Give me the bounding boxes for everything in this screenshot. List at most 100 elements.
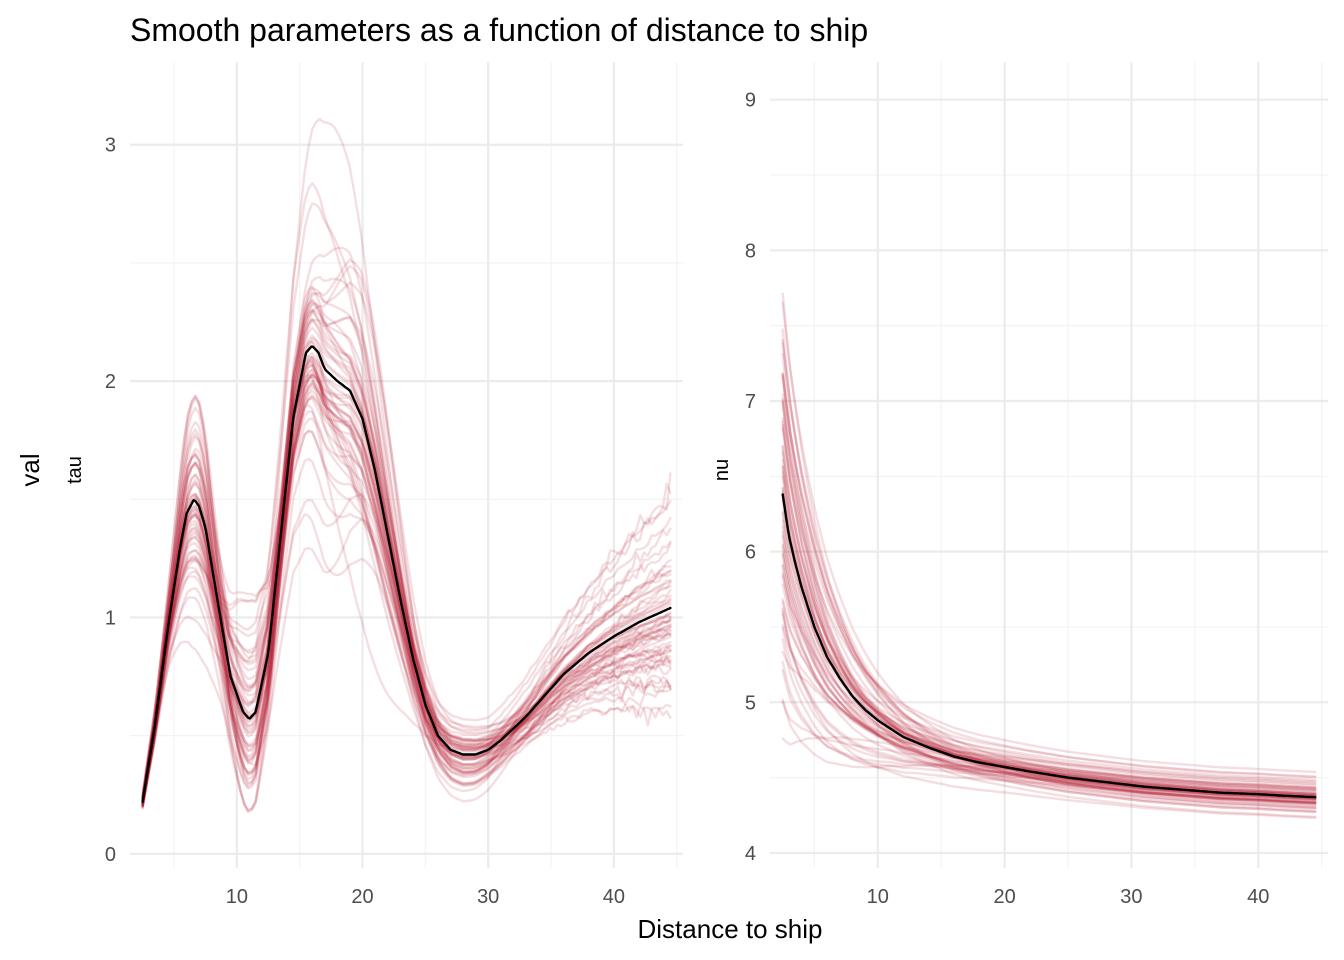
posterior-draw-line xyxy=(781,499,1317,786)
posterior-draw-line xyxy=(141,403,672,805)
posterior-draw-line xyxy=(781,600,1317,805)
posterior-draw-line xyxy=(141,361,672,803)
x-tick-label: 10 xyxy=(867,886,889,908)
posterior-draw-line xyxy=(141,417,672,809)
y-tick-label: 8 xyxy=(745,240,756,262)
panel-tau-y-tick-labels: 0 1 2 3 xyxy=(105,135,116,866)
posterior-draw-line xyxy=(141,429,672,808)
posterior-draw-line xyxy=(781,465,1317,814)
posterior-draw-line xyxy=(141,117,672,798)
posterior-draw-line xyxy=(781,553,1317,803)
posterior-draw-line xyxy=(781,661,1317,801)
posterior-draw-line xyxy=(781,487,1317,782)
panel-tau-grid xyxy=(130,62,683,868)
posterior-draw-line xyxy=(781,736,1317,796)
posterior-draw-line xyxy=(141,258,672,802)
panel-nu-y-axis-title: nu xyxy=(711,459,733,481)
posterior-draw-line xyxy=(781,650,1317,810)
posterior-draw-line xyxy=(141,265,672,804)
mean-curve-line xyxy=(781,493,1317,799)
x-tick-label: 30 xyxy=(477,886,499,908)
panel-tau-x-tick-labels: 10 20 30 40 xyxy=(226,886,625,908)
posterior-draw-line xyxy=(781,372,1317,809)
posterior-draw-line xyxy=(781,493,1317,818)
posterior-draw-line xyxy=(141,368,672,805)
posterior-draw-line xyxy=(141,182,672,800)
posterior-draw-line xyxy=(141,363,672,802)
y-tick-label: 3 xyxy=(105,135,116,157)
posterior-draw-line xyxy=(141,202,672,800)
posterior-draw-line xyxy=(141,275,672,803)
posterior-draw-line xyxy=(781,328,1317,784)
posterior-draw-line xyxy=(781,563,1317,805)
posterior-draw-line xyxy=(141,379,672,807)
posterior-draw-line xyxy=(781,451,1317,804)
panel-nu-x-tick-labels: 10 20 30 40 xyxy=(867,886,1270,908)
posterior-draw-line xyxy=(141,397,672,806)
posterior-draw-line xyxy=(781,393,1317,779)
posterior-draw-line xyxy=(141,310,672,799)
posterior-draw-line xyxy=(141,363,672,804)
posterior-draw-line xyxy=(781,607,1317,819)
posterior-draw-line xyxy=(781,445,1317,801)
posterior-draw-line xyxy=(781,375,1317,801)
posterior-draw-line xyxy=(781,638,1317,803)
posterior-draw-line xyxy=(781,543,1317,804)
panel-tau: 10 20 30 40 0 1 2 3 tau xyxy=(64,62,683,908)
y-tick-label: 6 xyxy=(745,542,756,564)
posterior-draw-line xyxy=(781,486,1317,790)
posterior-draw-line xyxy=(141,358,672,801)
posterior-draw-line xyxy=(141,355,672,799)
y-axis-title: val xyxy=(15,453,45,486)
posterior-draw-line xyxy=(141,355,672,805)
posterior-draw-line xyxy=(141,472,672,807)
posterior-draw-line xyxy=(781,545,1317,792)
posterior-draw-line xyxy=(141,382,672,807)
panel-nu-grid xyxy=(770,62,1328,868)
x-tick-label: 20 xyxy=(351,886,373,908)
posterior-draw-line xyxy=(781,338,1317,805)
posterior-draw-line xyxy=(141,285,672,796)
posterior-draw-line xyxy=(141,513,672,810)
posterior-draw-line xyxy=(141,373,672,807)
posterior-draw-line xyxy=(141,308,672,796)
posterior-draw-line xyxy=(141,394,672,804)
posterior-draw-line xyxy=(781,534,1317,796)
posterior-draw-line xyxy=(141,308,672,801)
posterior-draw-line xyxy=(781,598,1317,802)
x-tick-label: 20 xyxy=(993,886,1015,908)
posterior-draw-line xyxy=(141,373,672,808)
posterior-draw-line xyxy=(141,317,672,800)
posterior-draw-line xyxy=(141,372,672,802)
posterior-draw-line xyxy=(781,698,1317,789)
posterior-draw-line xyxy=(141,355,672,805)
posterior-draw-line xyxy=(781,552,1317,789)
panel-nu: 10 20 30 40 4 5 6 7 8 9 nu xyxy=(711,62,1328,908)
posterior-draw-line xyxy=(781,292,1317,807)
panel-tau-mean xyxy=(141,345,672,803)
x-tick-label: 30 xyxy=(1120,886,1142,908)
posterior-draw-line xyxy=(141,374,672,807)
posterior-draw-line xyxy=(781,583,1317,804)
chart-title: Smooth parameters as a function of dista… xyxy=(130,12,868,48)
posterior-draw-line xyxy=(781,572,1317,783)
posterior-draw-line xyxy=(781,490,1317,787)
posterior-draw-line xyxy=(781,373,1317,797)
posterior-draw-line xyxy=(141,316,672,803)
y-tick-label: 2 xyxy=(105,371,116,393)
panel-nu-mean xyxy=(781,493,1317,799)
x-tick-label: 40 xyxy=(603,886,625,908)
posterior-draw-line xyxy=(781,612,1317,800)
y-tick-label: 5 xyxy=(745,692,756,714)
posterior-draw-line xyxy=(781,445,1317,797)
posterior-draw-line xyxy=(781,531,1317,813)
x-axis-title: Distance to ship xyxy=(638,914,823,944)
y-tick-label: 1 xyxy=(105,607,116,629)
y-tick-label: 7 xyxy=(745,391,756,413)
x-tick-label: 10 xyxy=(226,886,248,908)
posterior-draw-line xyxy=(781,565,1317,805)
posterior-draw-line xyxy=(141,457,672,812)
posterior-draw-line xyxy=(141,299,672,806)
mean-curve-line xyxy=(141,345,672,803)
